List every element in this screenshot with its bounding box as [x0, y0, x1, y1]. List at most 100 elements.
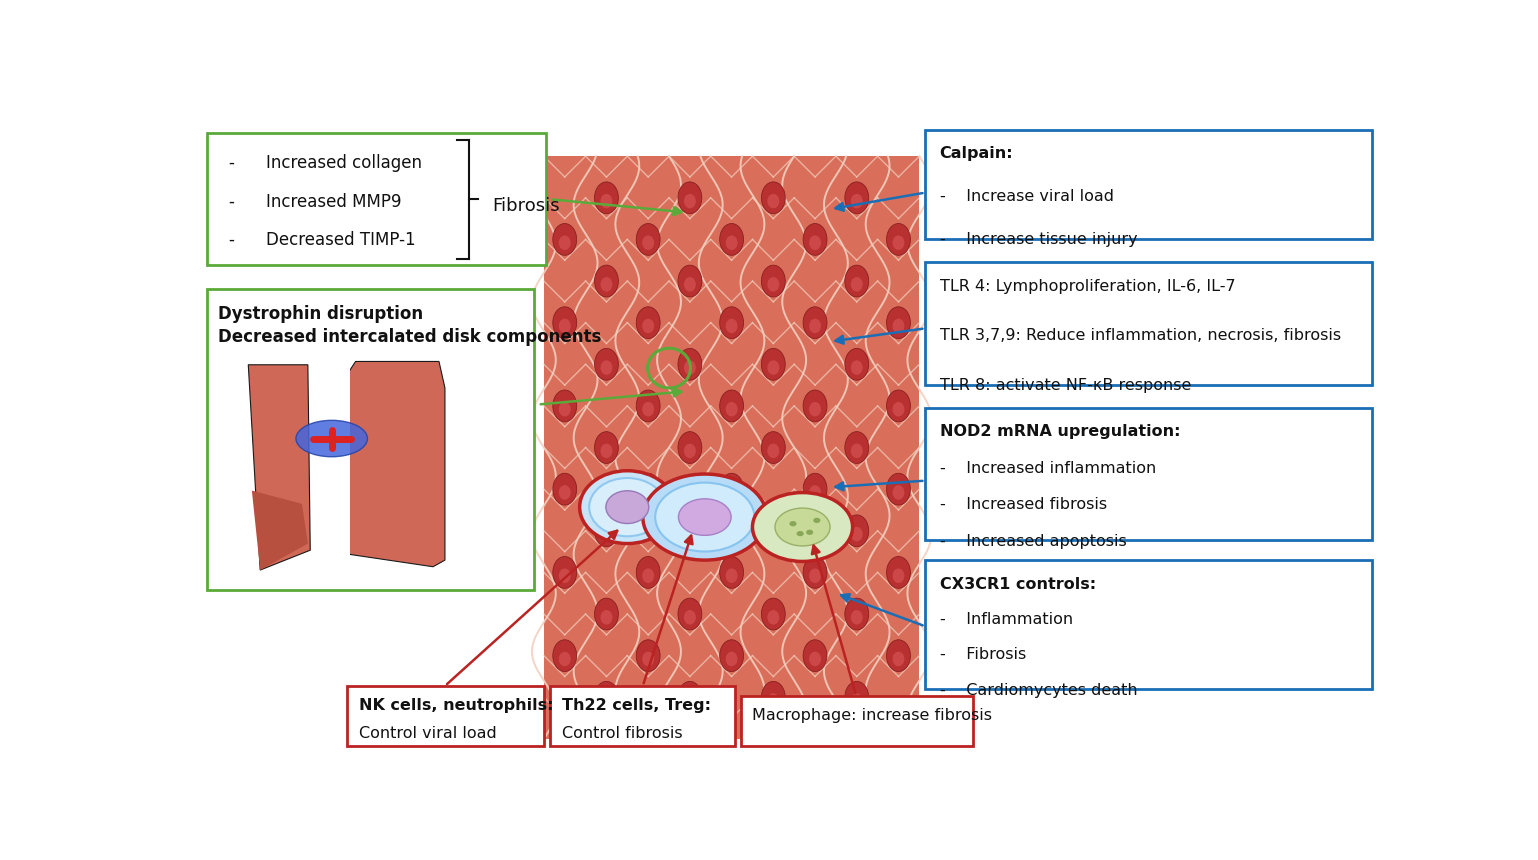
Ellipse shape — [775, 508, 831, 546]
Ellipse shape — [851, 360, 863, 375]
Ellipse shape — [892, 402, 904, 416]
Ellipse shape — [844, 348, 869, 380]
Ellipse shape — [809, 568, 821, 583]
Ellipse shape — [851, 527, 863, 542]
Ellipse shape — [803, 307, 827, 339]
Ellipse shape — [589, 478, 666, 537]
Ellipse shape — [886, 640, 910, 672]
Text: -    Inflammation: - Inflammation — [940, 612, 1072, 627]
Ellipse shape — [552, 307, 577, 339]
Ellipse shape — [678, 432, 701, 464]
Ellipse shape — [726, 652, 738, 666]
Bar — [348, 686, 544, 746]
Ellipse shape — [684, 277, 695, 292]
Ellipse shape — [600, 527, 612, 542]
Ellipse shape — [809, 319, 821, 334]
Ellipse shape — [678, 499, 731, 536]
Ellipse shape — [552, 640, 577, 672]
Ellipse shape — [580, 470, 675, 544]
Text: Control viral load: Control viral load — [360, 726, 497, 740]
Ellipse shape — [809, 236, 821, 250]
Ellipse shape — [600, 194, 612, 208]
Ellipse shape — [803, 224, 827, 255]
Bar — [926, 560, 1372, 689]
Ellipse shape — [558, 319, 571, 334]
Ellipse shape — [886, 473, 910, 505]
Ellipse shape — [655, 482, 754, 551]
Ellipse shape — [643, 236, 654, 250]
Polygon shape — [334, 361, 444, 567]
Ellipse shape — [761, 515, 786, 547]
Ellipse shape — [643, 474, 767, 560]
Ellipse shape — [789, 521, 797, 526]
Text: Dystrophin disruption: Dystrophin disruption — [218, 305, 423, 323]
Ellipse shape — [637, 640, 660, 672]
Text: Macrophage: increase fibrosis: Macrophage: increase fibrosis — [752, 708, 992, 722]
Ellipse shape — [851, 610, 863, 624]
Ellipse shape — [803, 556, 827, 588]
Ellipse shape — [600, 444, 612, 458]
Text: Decreased TIMP-1: Decreased TIMP-1 — [266, 231, 415, 249]
Ellipse shape — [720, 224, 743, 255]
Ellipse shape — [844, 265, 869, 297]
Ellipse shape — [637, 307, 660, 339]
Ellipse shape — [761, 182, 786, 213]
Ellipse shape — [720, 640, 743, 672]
Ellipse shape — [600, 360, 612, 375]
Text: -    Increased inflammation: - Increased inflammation — [940, 461, 1157, 476]
Ellipse shape — [806, 530, 814, 535]
Ellipse shape — [595, 348, 618, 380]
Ellipse shape — [637, 556, 660, 588]
Ellipse shape — [886, 556, 910, 588]
Ellipse shape — [678, 348, 701, 380]
Ellipse shape — [558, 652, 571, 666]
Ellipse shape — [595, 432, 618, 464]
Ellipse shape — [892, 485, 904, 500]
Text: Fibrosis: Fibrosis — [492, 197, 560, 215]
Text: -    Increase tissue injury: - Increase tissue injury — [940, 232, 1137, 248]
Ellipse shape — [767, 277, 780, 292]
Text: -    Cardiomycytes death: - Cardiomycytes death — [940, 683, 1137, 697]
Ellipse shape — [886, 390, 910, 421]
Bar — [926, 130, 1372, 239]
Ellipse shape — [643, 652, 654, 666]
Ellipse shape — [761, 681, 786, 713]
Ellipse shape — [726, 485, 738, 500]
Ellipse shape — [720, 307, 743, 339]
Ellipse shape — [600, 277, 612, 292]
Ellipse shape — [600, 693, 612, 708]
Ellipse shape — [767, 527, 780, 542]
Text: Increased collagen: Increased collagen — [266, 154, 421, 172]
Ellipse shape — [761, 265, 786, 297]
Ellipse shape — [726, 568, 738, 583]
Ellipse shape — [595, 182, 618, 213]
Ellipse shape — [552, 473, 577, 505]
Ellipse shape — [851, 277, 863, 292]
Ellipse shape — [851, 444, 863, 458]
Polygon shape — [248, 365, 311, 570]
Bar — [926, 262, 1372, 384]
Ellipse shape — [844, 599, 869, 630]
Ellipse shape — [761, 599, 786, 630]
Ellipse shape — [643, 319, 654, 334]
Ellipse shape — [892, 236, 904, 250]
Bar — [206, 289, 534, 590]
Ellipse shape — [720, 556, 743, 588]
Ellipse shape — [684, 693, 695, 708]
Ellipse shape — [558, 236, 571, 250]
Ellipse shape — [761, 432, 786, 464]
Ellipse shape — [558, 568, 571, 583]
Ellipse shape — [844, 432, 869, 464]
Ellipse shape — [726, 236, 738, 250]
Ellipse shape — [892, 568, 904, 583]
Bar — [544, 157, 920, 739]
Text: Increased MMP9: Increased MMP9 — [266, 193, 401, 211]
Text: Th22 cells, Treg:: Th22 cells, Treg: — [561, 697, 711, 713]
Ellipse shape — [726, 319, 738, 334]
Ellipse shape — [595, 599, 618, 630]
Ellipse shape — [803, 473, 827, 505]
Bar — [551, 686, 735, 746]
Ellipse shape — [767, 610, 780, 624]
Ellipse shape — [892, 652, 904, 666]
Ellipse shape — [809, 402, 821, 416]
